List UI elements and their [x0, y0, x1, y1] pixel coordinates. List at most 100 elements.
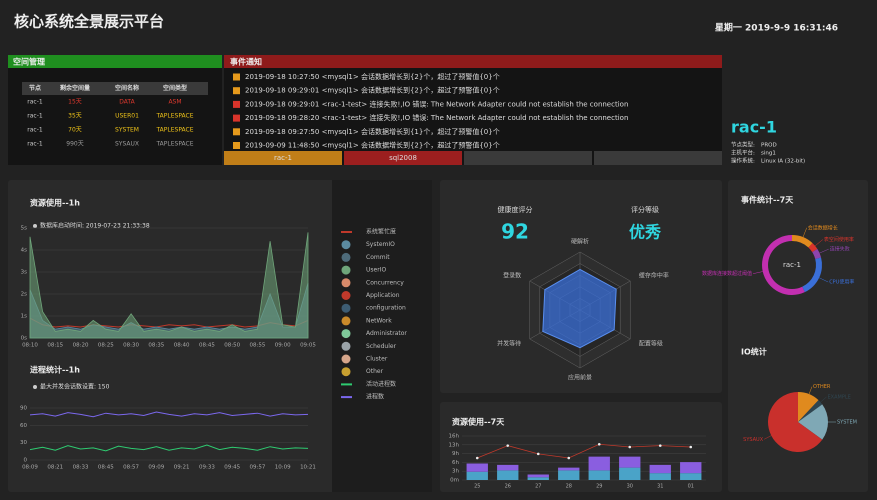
y-tick-label: 60	[20, 423, 27, 429]
chart-title: 资源使用--1h	[30, 198, 80, 208]
bar	[558, 467, 580, 471]
legend-label[interactable]: UserIO	[366, 267, 386, 274]
legend-label[interactable]: 系统繁忙度	[366, 228, 396, 236]
legend-swatch[interactable]	[341, 265, 351, 275]
score-label: 健康度评分	[498, 205, 533, 214]
tab-label[interactable]: sql2008	[389, 154, 417, 162]
legend-label[interactable]: SystemIO	[366, 241, 395, 248]
donut-slice	[808, 243, 818, 253]
bar	[527, 477, 549, 480]
legend-swatch[interactable]	[341, 329, 351, 339]
y-tick-label: 16h	[449, 434, 460, 440]
legend-swatch[interactable]	[341, 396, 352, 399]
x-tick-label: 08:55	[250, 343, 266, 349]
x-tick-label: 09:00	[275, 343, 291, 349]
leader-line	[819, 248, 829, 254]
events-title: 事件通知	[230, 57, 262, 67]
legend-swatch[interactable]	[341, 252, 351, 262]
event-icon	[233, 87, 240, 95]
x-tick-label: 08:15	[47, 343, 63, 349]
tab[interactable]	[464, 151, 592, 165]
bar	[466, 463, 488, 472]
x-tick-label: 01	[688, 484, 694, 490]
tab[interactable]	[344, 151, 462, 165]
bar	[649, 464, 671, 474]
events-panel	[224, 55, 722, 165]
donut-slice	[802, 257, 823, 293]
legend-swatch[interactable]	[341, 291, 351, 300]
table-cell: 70天	[68, 127, 82, 134]
field-value: sing1	[761, 151, 776, 157]
y-tick-label: 2s	[21, 292, 27, 298]
event-text: 2019-09-18 09:27:50 <mysql1> 会话数据增长到{1}个…	[245, 127, 500, 136]
field-value: Linux IA (32-bit)	[761, 159, 805, 165]
legend-label[interactable]: Administrator	[366, 330, 407, 337]
legend-swatch[interactable]	[341, 316, 351, 326]
legend-label[interactable]: Other	[366, 368, 384, 375]
point	[689, 445, 693, 449]
bar	[680, 473, 702, 480]
tab[interactable]	[224, 151, 342, 165]
event-text: 2019-09-18 10:27:50 <mysql1> 会话数据增长到{2}个…	[245, 72, 500, 81]
bar	[497, 464, 519, 471]
slice-label: 会话数据增长	[808, 224, 838, 231]
x-tick-label: 08:10	[22, 343, 38, 349]
legend-swatch[interactable]	[341, 278, 351, 288]
legend-swatch[interactable]	[341, 367, 351, 377]
bar	[466, 471, 488, 480]
slice-label: 连接失败	[830, 246, 850, 253]
y-tick-label: 30	[20, 440, 27, 446]
table-cell: ASM	[168, 99, 181, 106]
legend-label[interactable]: Commit	[366, 254, 390, 261]
table-cell: TAPLESPACE	[155, 141, 193, 148]
legend-label[interactable]: Scheduler	[366, 343, 397, 350]
table-cell: DATA	[119, 99, 135, 106]
legend-label[interactable]: Application	[366, 292, 400, 299]
pie-slice	[767, 392, 823, 452]
legend-swatch[interactable]	[341, 240, 351, 250]
radar-label: 并发等待	[497, 340, 521, 348]
leader-line	[764, 435, 772, 440]
chart-subtitle: 最大并发会话数设置: 150	[40, 383, 110, 391]
legend-label[interactable]: configuration	[366, 305, 406, 312]
chart-title: 进程统计--1h	[30, 365, 80, 375]
y-tick-label: 3s	[21, 270, 27, 276]
legend-swatch[interactable]	[341, 303, 351, 313]
x-tick-label: 08:20	[73, 343, 89, 349]
event-icon	[233, 73, 240, 81]
event-text: 2019-09-09 11:48:50 <mysql1> 会话数据增长到{2}个…	[245, 141, 500, 150]
point	[475, 456, 479, 460]
y-tick-label: 0	[24, 458, 28, 464]
point	[536, 452, 540, 456]
column-header: 空间名称	[115, 84, 139, 92]
x-tick-label: 09:05	[300, 343, 316, 349]
bullet	[33, 224, 37, 228]
legend-label[interactable]: 活动进程数	[366, 380, 396, 388]
tab[interactable]	[594, 151, 722, 165]
legend-swatch[interactable]	[341, 341, 351, 351]
point	[567, 456, 571, 460]
x-tick-label: 08:30	[123, 343, 139, 349]
event-icon	[233, 128, 240, 136]
legend-swatch[interactable]	[341, 354, 351, 364]
radar-area	[542, 268, 617, 349]
x-tick-label: 09:09	[148, 465, 164, 471]
legend-swatch[interactable]	[341, 383, 352, 386]
bar	[497, 470, 519, 480]
y-tick-label: 9h	[452, 451, 459, 457]
legend-label[interactable]: 进程数	[366, 393, 384, 401]
legend-label[interactable]: Cluster	[366, 356, 388, 363]
x-tick-label: 30	[627, 484, 633, 490]
score: 92	[501, 220, 529, 244]
legend-label[interactable]: Concurrency	[366, 279, 404, 286]
line	[29, 411, 309, 418]
legend-swatch[interactable]	[341, 231, 352, 233]
table-cell: rac-1	[27, 113, 43, 120]
x-tick-label: 08:25	[98, 343, 114, 349]
leader-line	[752, 271, 763, 274]
table-cell: TAPLESPACE	[155, 127, 193, 134]
tab-label[interactable]: rac-1	[274, 154, 292, 162]
y-tick-label: 1s	[21, 314, 27, 320]
point	[506, 444, 510, 447]
legend-label[interactable]: NetWork	[366, 317, 392, 324]
